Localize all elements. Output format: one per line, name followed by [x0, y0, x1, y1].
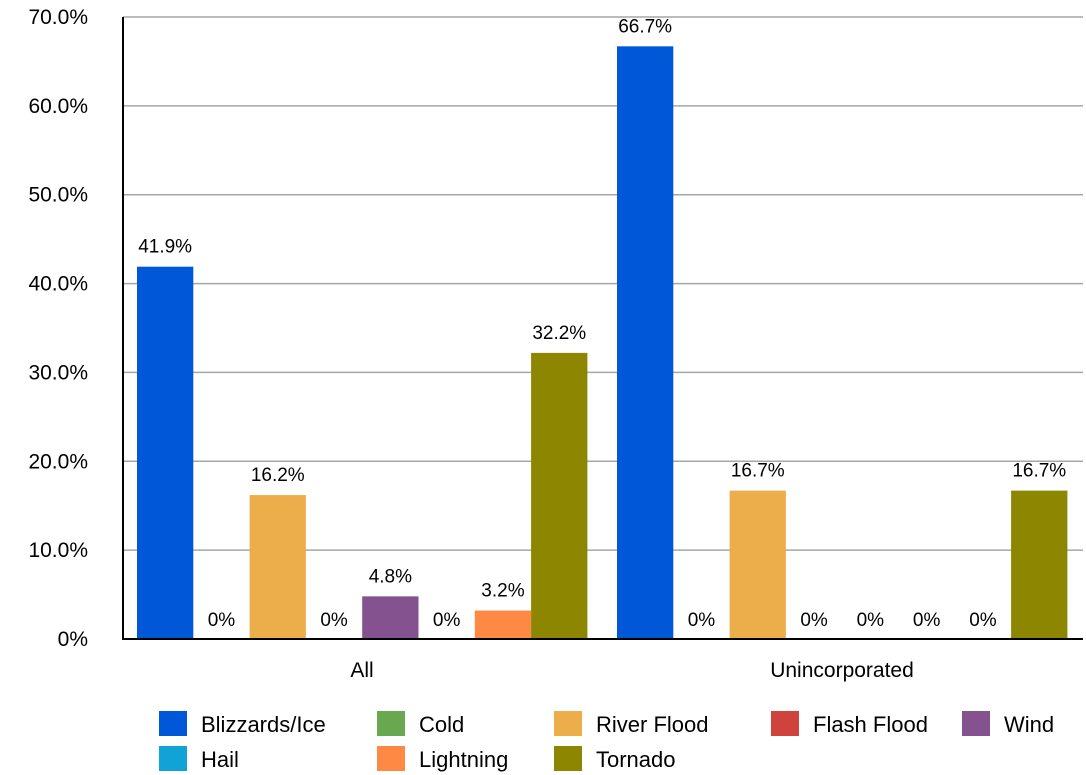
data-label: 41.9%: [138, 237, 192, 258]
y-tick-label: 50.0%: [28, 184, 88, 207]
legend: Blizzards/Ice Cold River Flood Flash Flood W…: [159, 711, 1054, 772]
data-label: 0%: [913, 610, 941, 631]
x-category-label: Unincorporated: [770, 659, 914, 682]
bar: [729, 490, 786, 639]
legend-label: Cold: [419, 712, 464, 737]
y-tick-label: 10.0%: [28, 539, 88, 562]
legend-swatch: [159, 711, 187, 736]
legend-label: Blizzards/Ice: [201, 712, 326, 737]
y-axis-ticks: 0% 10.0% 20.0% 30.0% 40.0% 50.0% 60.0% 70.0%: [28, 6, 88, 651]
data-label: 0%: [208, 610, 236, 631]
axes: [122, 17, 1083, 640]
bar: [137, 266, 194, 639]
legend-label: Flash Flood: [813, 712, 928, 737]
bar: [474, 610, 532, 639]
x-axis-categories: All Unincorporated: [350, 659, 913, 682]
data-label: 66.7%: [618, 16, 672, 37]
data-label: 4.8%: [369, 566, 412, 587]
legend-swatch: [554, 711, 582, 736]
x-category-label: All: [350, 659, 373, 682]
y-tick-label: 30.0%: [28, 361, 88, 384]
bar: [249, 495, 306, 639]
data-label: 16.7%: [1012, 461, 1066, 482]
y-tick-label: 60.0%: [28, 95, 88, 118]
data-label: 0%: [969, 610, 997, 631]
y-tick-label: 70.0%: [28, 6, 88, 29]
legend-swatch: [554, 746, 582, 771]
y-tick-label: 20.0%: [28, 450, 88, 473]
legend-swatch: [377, 711, 405, 736]
bar: [531, 352, 588, 639]
bars: [137, 46, 1068, 639]
legend-swatch: [377, 746, 405, 771]
legend-swatch: [771, 711, 799, 736]
legend-label: Hail: [201, 747, 239, 772]
data-label: 0%: [688, 610, 716, 631]
data-label: 0%: [800, 610, 828, 631]
bar: [362, 596, 419, 639]
data-label: 3.2%: [481, 581, 524, 602]
data-labels: 41.9% 0% 16.2% 0% 4.8% 0% 3.2% 32.2% 66.7% 0% 16.7…: [138, 16, 1066, 631]
data-label: 16.2%: [251, 465, 305, 486]
data-label: 0%: [857, 610, 885, 631]
data-label: 16.7%: [731, 461, 785, 482]
y-tick-label: 40.0%: [28, 273, 88, 296]
bar: [1011, 490, 1068, 639]
legend-label: River Flood: [596, 712, 708, 737]
data-label: 0%: [433, 610, 461, 631]
bar: [617, 46, 674, 639]
legend-label: Tornado: [596, 747, 676, 772]
y-tick-label: 0%: [58, 628, 88, 651]
legend-swatch: [962, 711, 990, 736]
legend-label: Lightning: [419, 747, 508, 772]
legend-label: Wind: [1004, 712, 1054, 737]
data-label: 0%: [320, 610, 348, 631]
data-label: 32.2%: [532, 323, 586, 344]
legend-swatch: [159, 746, 187, 771]
gridlines: [123, 16, 1083, 551]
